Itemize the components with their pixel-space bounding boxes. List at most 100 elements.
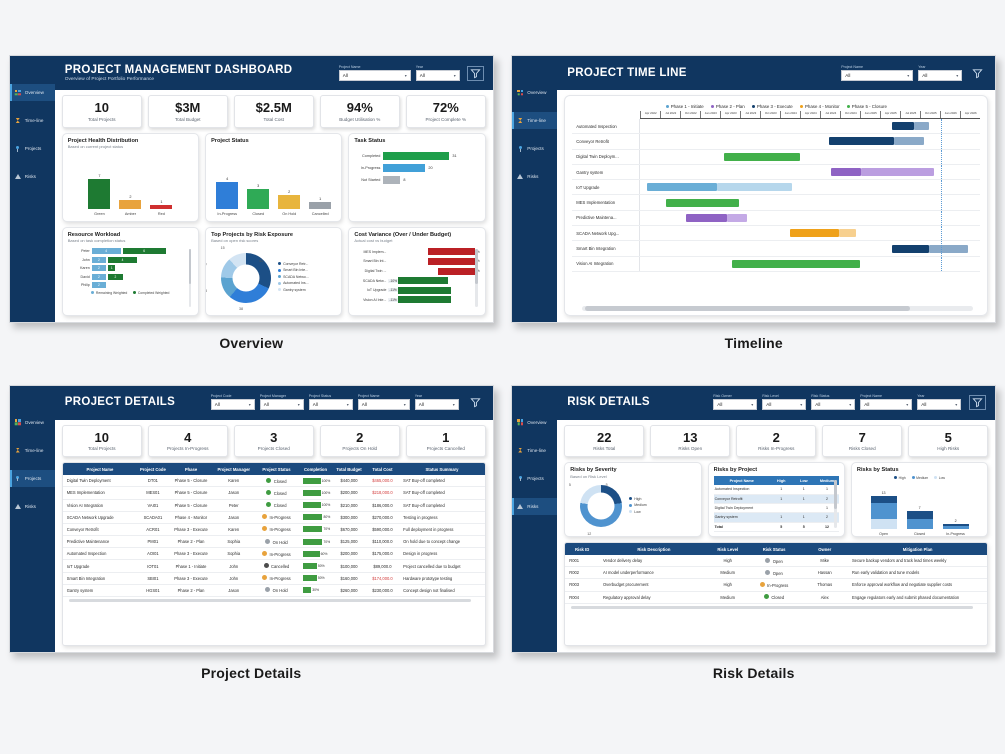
column-header[interactable]: Phase <box>168 463 214 476</box>
table-row[interactable]: MES Implementation MES01 Phase 5 - Closu… <box>62 486 485 500</box>
table-row[interactable]: Conveyor Retrofit 1 1 2 <box>713 494 839 504</box>
gantt-bar[interactable] <box>891 122 914 131</box>
gantt-bar[interactable] <box>647 183 717 192</box>
table-row[interactable]: R001 Vendor delivery delay High Open Mik… <box>565 555 988 568</box>
column-header[interactable]: Project Manager <box>213 463 255 476</box>
column-header[interactable]: Total Budget <box>332 463 366 476</box>
sidebar-item-projects[interactable]: Projects <box>512 140 557 157</box>
cell-risk-status: In-Progress <box>746 578 802 592</box>
sidebar-item-projects[interactable]: Projects <box>9 469 55 487</box>
filter-select[interactable]: All ▾ <box>357 399 410 410</box>
gantt-bar[interactable] <box>828 137 894 146</box>
sidebar-item-risks[interactable]: Risks <box>10 168 55 185</box>
gantt-bar[interactable] <box>891 244 930 253</box>
axis-tick: Jan 2026 <box>940 111 960 118</box>
column-header[interactable]: Project Name <box>713 476 770 486</box>
workload-scrollbar[interactable] <box>188 249 192 308</box>
sidebar-item-timeline[interactable]: Time-line <box>512 442 557 459</box>
filter-select[interactable]: All ▾ <box>308 399 353 410</box>
sidebar-item-projects[interactable]: Projects <box>10 140 55 157</box>
filter-select[interactable]: All ▾ <box>259 399 304 410</box>
table-row[interactable]: Digital Twin Deployment DT01 Phase 5 - C… <box>62 475 485 488</box>
filter-select[interactable]: All ▾ <box>210 399 255 410</box>
gantt-bar[interactable] <box>893 137 925 146</box>
sidebar-item-projects[interactable]: Projects <box>512 470 557 487</box>
projects-table-scrollbar[interactable] <box>68 599 471 603</box>
year-select[interactable]: All ▾ <box>918 69 963 81</box>
sidebar-item-overview[interactable]: Overview <box>9 84 55 101</box>
project-name-select[interactable]: All ▾ <box>841 69 914 81</box>
table-row[interactable]: Vision AI Integration VAI01 Phase 5 - Cl… <box>62 499 485 512</box>
table-row[interactable]: Gantry system HGS01 Phase 2 - Plan Jason… <box>62 584 485 598</box>
gantt-horizontal-scrollbar[interactable] <box>582 306 974 311</box>
gantt-bar[interactable] <box>726 213 748 222</box>
column-header[interactable]: Owner <box>801 543 848 556</box>
sidebar-item-risks[interactable]: Risks <box>512 168 557 185</box>
risks-table-scrollbar[interactable] <box>571 605 974 609</box>
sidebar-item-risks[interactable]: Risks <box>512 497 558 515</box>
table-row[interactable]: R004 Regulatory approval delay Medium Cl… <box>565 591 988 604</box>
sidebar-item-overview[interactable]: Overview <box>10 414 55 431</box>
sidebar-item-timeline[interactable]: Time-line <box>512 112 558 129</box>
column-header[interactable]: Status Summary <box>399 463 485 476</box>
year-select[interactable]: All ▾ <box>415 69 460 81</box>
table-row[interactable]: SCADA Network Upgrade SCADA01 Phase 4 - … <box>62 511 485 524</box>
gantt-bar[interactable] <box>861 168 935 177</box>
filter-select[interactable]: All ▾ <box>762 399 807 410</box>
table-row[interactable]: Conveyor Retrofit ACR01 Phase 3 - Execut… <box>62 523 485 537</box>
clear-filters-button[interactable] <box>969 66 986 81</box>
sidebar-item-timeline[interactable]: Time-line <box>10 442 55 459</box>
gantt-bar[interactable] <box>723 152 801 161</box>
column-header[interactable]: Project Name <box>62 463 138 476</box>
column-header[interactable]: Risk Description <box>599 543 709 556</box>
cell-phase: Phase 3 - Execute <box>168 523 214 537</box>
column-header[interactable]: Risk ID <box>565 543 599 556</box>
sidebar-item-risks[interactable]: Risks <box>10 498 55 515</box>
gantt-bar[interactable] <box>716 183 792 192</box>
column-header[interactable]: Risk Status <box>746 543 802 556</box>
column-header[interactable]: Mitigation Plan <box>847 543 988 556</box>
gantt-bar[interactable] <box>732 259 860 268</box>
filter-select[interactable]: All ▾ <box>811 399 856 410</box>
table-row[interactable]: Digital Twin Deployment 1 <box>713 503 839 514</box>
table-row[interactable]: R003 Overbudget procurement High In-Prog… <box>565 578 988 592</box>
clear-filters-button[interactable] <box>969 394 987 410</box>
column-header[interactable]: Medium <box>815 476 839 486</box>
filter-select[interactable]: All ▾ <box>860 399 913 410</box>
sidebar-item-overview[interactable]: Overview <box>512 414 557 431</box>
costvar-scrollbar[interactable] <box>475 249 478 308</box>
kpi-label: Projects Cancelled <box>426 446 465 452</box>
gantt-bar[interactable] <box>839 229 857 238</box>
column-header[interactable]: High <box>769 476 793 486</box>
table-row[interactable]: IoT Upgrade IOT01 Phase 1 - Initiate Joh… <box>62 559 485 573</box>
gantt-bar[interactable] <box>686 213 727 222</box>
gantt-bar[interactable] <box>665 198 739 207</box>
sidebar-item-timeline[interactable]: Time-line <box>10 112 55 129</box>
sidebar-item-overview[interactable]: Overview <box>512 84 557 101</box>
column-header[interactable]: Completion <box>298 463 333 476</box>
gantt-bar[interactable] <box>929 244 969 253</box>
clear-filters-button[interactable] <box>467 395 484 410</box>
cell-summary: Full deployment in progress <box>399 523 485 537</box>
filter-select[interactable]: All ▾ <box>713 399 758 410</box>
table-row[interactable]: Smart Bin Integration SBI01 Phase 3 - Ex… <box>62 572 485 585</box>
table-row[interactable]: Gantry system 1 1 2 <box>713 512 839 523</box>
column-header[interactable]: Risk Level <box>708 543 747 556</box>
table-row[interactable]: R002 AI model underperformance Medium Op… <box>565 566 988 580</box>
risks-by-project-scrollbar[interactable] <box>834 480 837 529</box>
axis-tick: Jul 2024 <box>820 111 840 118</box>
gantt-bar[interactable] <box>913 122 930 131</box>
column-header[interactable]: Total Cost <box>365 463 400 476</box>
filter-select[interactable]: All ▾ <box>917 399 962 410</box>
gantt-bar[interactable] <box>830 168 862 177</box>
gantt-bar[interactable] <box>789 229 840 238</box>
column-header[interactable]: Project Code <box>137 463 169 476</box>
table-row[interactable]: Automated Inspection 1 1 1 <box>713 485 839 495</box>
table-row[interactable]: Predictive Maintenance PM01 Phase 2 - Pl… <box>62 535 485 549</box>
column-header[interactable]: Project Status <box>254 463 299 476</box>
table-row[interactable]: Automated Inspection AOI01 Phase 3 - Exe… <box>62 547 485 561</box>
project-name-select[interactable]: All ▾ <box>338 69 411 81</box>
filter-select[interactable]: All ▾ <box>414 399 459 410</box>
clear-filters-button[interactable] <box>466 65 484 81</box>
column-header[interactable]: Low <box>792 476 816 486</box>
